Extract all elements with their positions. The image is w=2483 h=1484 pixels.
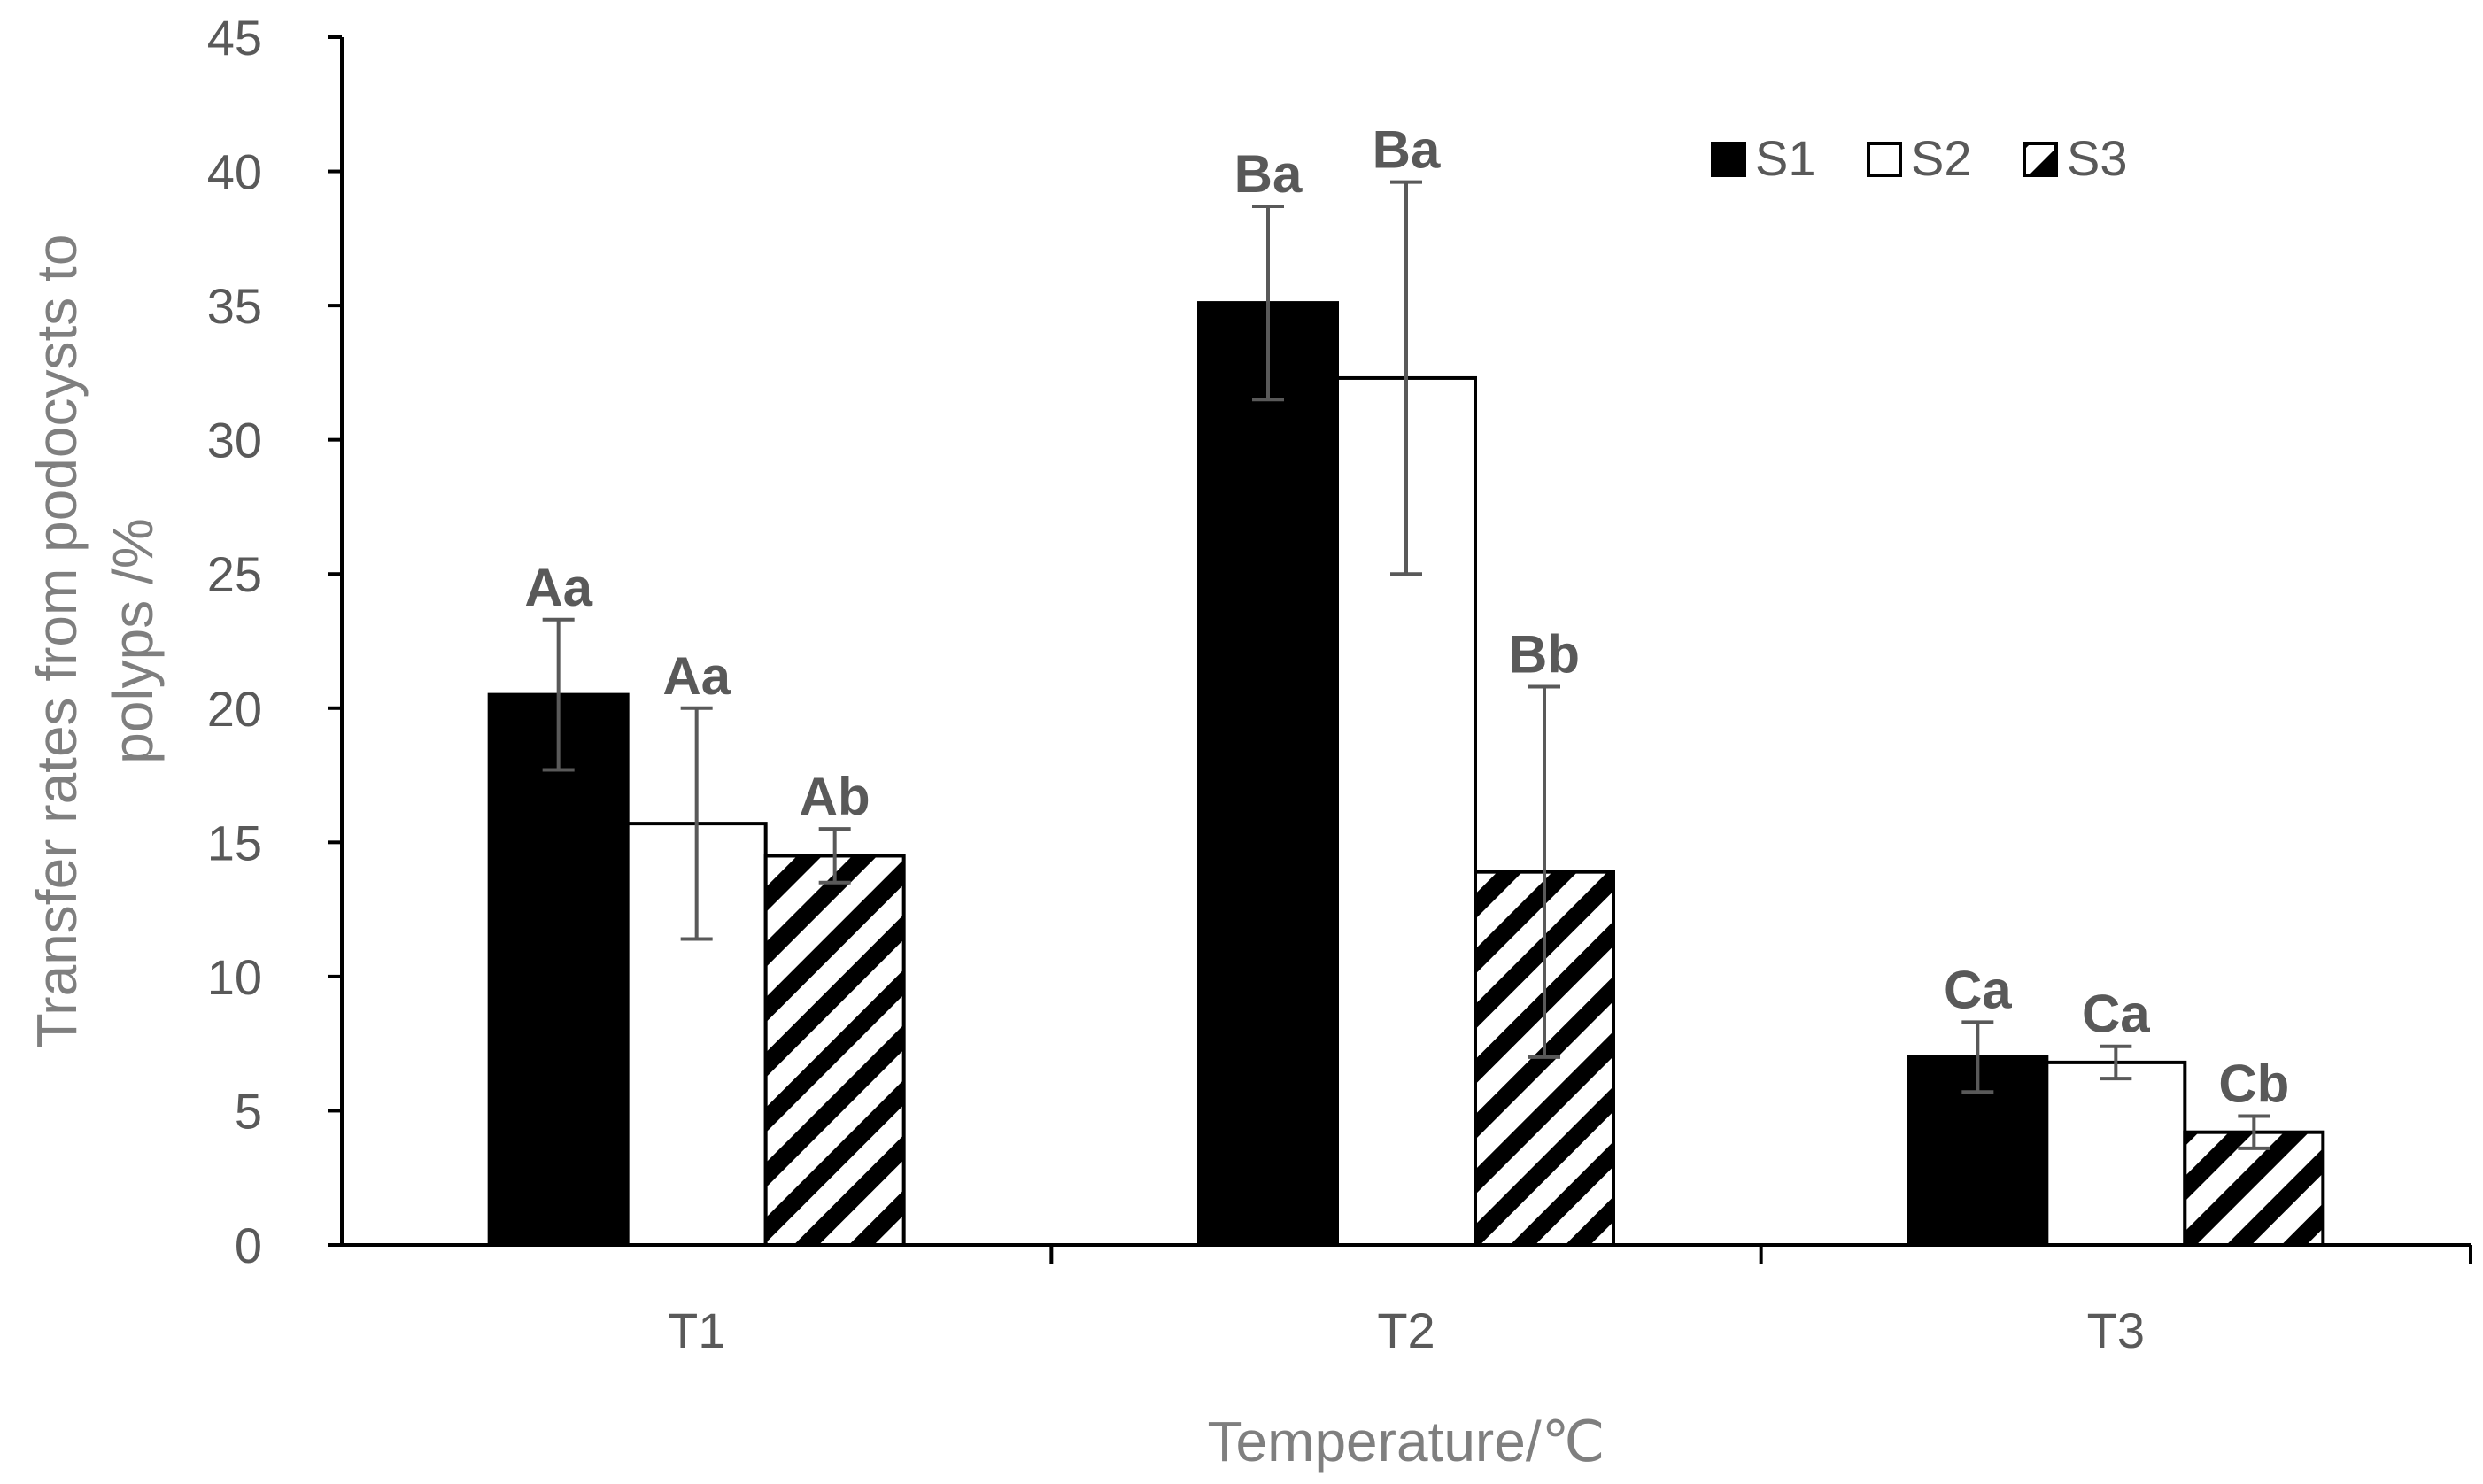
significance-label: Ab bbox=[800, 767, 870, 826]
bar-s3-t1 bbox=[763, 854, 906, 1247]
legend-label-s3: S3 bbox=[2067, 130, 2128, 186]
legend-swatch-s2 bbox=[1867, 142, 1902, 177]
y-axis-title-line-2: polyps /% bbox=[101, 518, 165, 763]
y-tick-label: 30 bbox=[207, 413, 262, 468]
bar-s2-t3 bbox=[2045, 1060, 2187, 1247]
y-tick-label: 40 bbox=[207, 144, 262, 200]
x-tick-label: T3 bbox=[2087, 1302, 2145, 1358]
error-bars bbox=[542, 180, 2270, 1150]
y-tick-label: 20 bbox=[207, 681, 262, 737]
x-tick-label: T2 bbox=[1377, 1302, 1435, 1358]
legend-label-s1: S1 bbox=[1755, 130, 1816, 186]
significance-label: Aa bbox=[524, 558, 592, 617]
y-tick-label: 45 bbox=[207, 10, 262, 66]
x-axis-title: Temperature/℃ bbox=[1208, 1410, 1605, 1473]
significance-label: Ba bbox=[1234, 144, 1303, 204]
y-axis-title-line-1: Transfer rates from podocysts to bbox=[25, 235, 89, 1048]
significance-label: Bb bbox=[1509, 625, 1580, 684]
y-tick-label: 0 bbox=[235, 1217, 262, 1273]
significance-label: Aa bbox=[662, 646, 731, 706]
y-tick-label: 25 bbox=[207, 546, 262, 602]
axis-titles: Temperature/℃ Transfer rates from podocys… bbox=[25, 235, 1605, 1473]
bar-s1-t2 bbox=[1197, 301, 1339, 1248]
x-tick-label: T1 bbox=[668, 1302, 725, 1358]
y-tick-label: 35 bbox=[207, 278, 262, 334]
y-tick-label: 10 bbox=[207, 949, 262, 1005]
significance-label: Ca bbox=[1944, 960, 2012, 1019]
significance-labels: Aa Aa Ab Ba Ba Bb Ca Ca Cb bbox=[524, 120, 2289, 1114]
legend: S1 S2 S3 bbox=[1711, 130, 2128, 186]
bar-s1-t1 bbox=[487, 692, 630, 1247]
legend-label-s2: S2 bbox=[1911, 130, 1972, 186]
legend-swatch-s3 bbox=[2023, 142, 2058, 177]
significance-label: Cb bbox=[2218, 1055, 2289, 1114]
legend-swatch-s1 bbox=[1711, 142, 1746, 177]
y-tick-labels: 0 5 10 15 20 25 30 35 40 45 bbox=[207, 10, 262, 1273]
significance-label: Ba bbox=[1373, 120, 1441, 180]
y-tick-label: 5 bbox=[235, 1083, 262, 1139]
y-tick-label: 15 bbox=[207, 815, 262, 870]
significance-label: Ca bbox=[2082, 985, 2150, 1044]
x-tick-labels: T1 T2 T3 bbox=[668, 1302, 2145, 1358]
